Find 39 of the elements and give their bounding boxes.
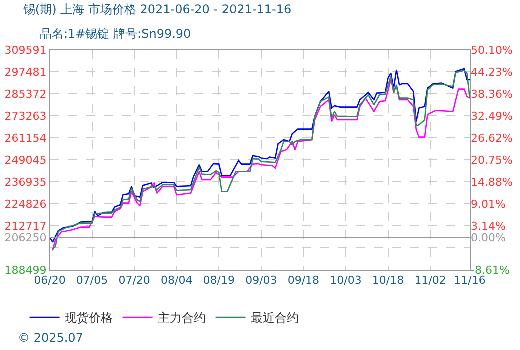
legend-label: 最近合约	[250, 311, 299, 326]
x-tick-label: 10/03	[330, 274, 362, 288]
y2-tick-label: 14.88%	[471, 176, 513, 189]
y-tick-label: 285372	[4, 88, 47, 101]
x-tick-label: 09/03	[246, 274, 278, 288]
y-tick-label: 206250	[4, 232, 47, 245]
y-tick-label: 297481	[4, 66, 47, 79]
x-tick-label: 07/20	[118, 274, 150, 288]
text: © 2025.07	[18, 331, 84, 345]
y2-tick-label: 50.10%	[471, 44, 513, 57]
x-tick-label: 07/05	[76, 274, 108, 288]
chart-subtitle: 品名:1#锡锭 牌号:Sn99.90	[40, 27, 192, 41]
y2-tick-label: 44.23%	[471, 66, 513, 79]
y2-tick-label: 32.49%	[471, 110, 513, 123]
y2-tick-label: 0.00%	[471, 232, 506, 245]
x-tick-label: 08/04	[161, 274, 193, 288]
y-tick-label: 224826	[4, 198, 47, 211]
y2-tick-label: 3.14%	[471, 220, 506, 233]
y2-tick-label: 20.75%	[471, 154, 513, 167]
y-tick-label: 309591	[4, 44, 47, 57]
y-tick-label: 261154	[4, 132, 47, 145]
x-tick-label: 09/18	[288, 274, 320, 288]
legend-label: 现货价格	[64, 311, 113, 326]
y-tick-label: 236935	[4, 176, 47, 189]
y-tick-label: 212717	[4, 220, 47, 233]
x-tick-label: 08/19	[203, 274, 235, 288]
x-tick-label: 10/18	[372, 274, 404, 288]
legend-label: 主力合约	[158, 311, 206, 326]
y-tick-label: 273263	[4, 110, 47, 123]
y2-tick-label: 26.62%	[471, 132, 513, 145]
chart-title: 锡(期) 上海 市场价格 2021-06-20 - 2021-11-16	[22, 2, 292, 17]
y-tick-label: 188499	[4, 264, 47, 277]
y2-tick-label: 9.01%	[471, 198, 506, 211]
y2-tick-label: 38.36%	[471, 88, 513, 101]
x-tick-label: 11/02	[414, 274, 446, 288]
y2-tick-label: -8.61%	[471, 264, 510, 277]
y-tick-label: 249045	[4, 154, 47, 167]
x-tick-label: 11/16	[454, 274, 486, 288]
x-tick-label: 06/20	[34, 274, 66, 288]
